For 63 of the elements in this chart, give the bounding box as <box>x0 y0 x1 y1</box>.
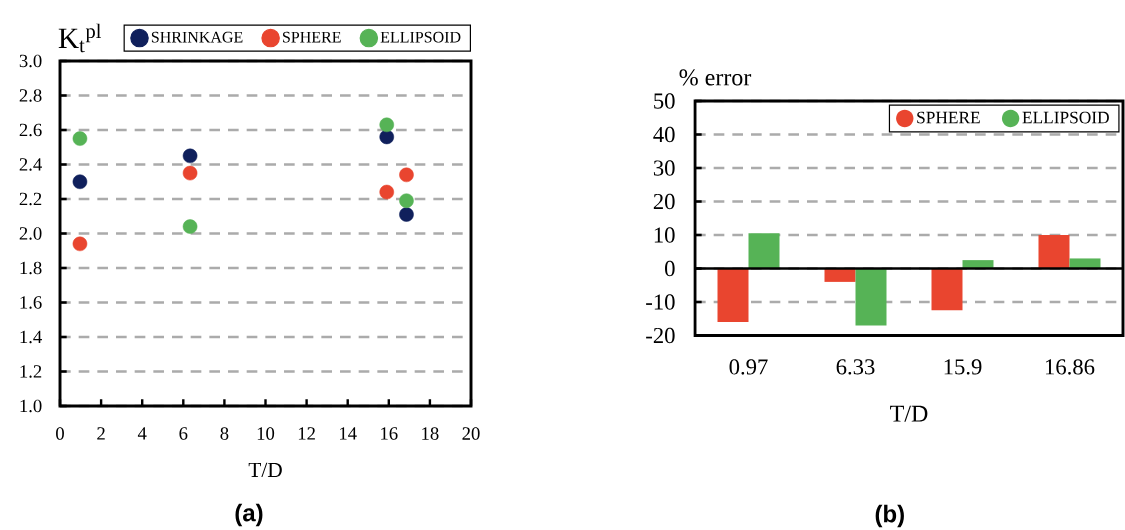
point <box>182 165 198 181</box>
y-tick-label: 2.0 <box>19 227 42 240</box>
legend-label: ELLIPSOID <box>380 31 461 43</box>
x-tick-label: 16 <box>381 427 398 440</box>
point <box>72 131 88 146</box>
x-tick-label: 6.33 <box>836 359 875 375</box>
point <box>182 148 198 164</box>
x-tick-label: 15.9 <box>944 359 982 375</box>
text: (a) <box>235 503 263 527</box>
point <box>399 207 414 222</box>
x-tick-label: 2 <box>97 427 105 440</box>
point <box>399 193 414 208</box>
point <box>379 184 395 200</box>
point <box>399 167 414 183</box>
x-tick-label: 20 <box>462 427 480 440</box>
y-tick-label: 1.8 <box>20 261 42 275</box>
point <box>379 129 395 145</box>
x-axis-title: T/D <box>248 462 282 478</box>
x-tick-label: 0 <box>56 427 64 440</box>
x-tick-label: 4 <box>137 427 147 440</box>
legend-label: ELLIPSOID <box>1022 111 1109 124</box>
bar <box>748 233 780 269</box>
y-tick-label: 40 <box>653 126 675 143</box>
y-axis-title: % error <box>679 69 752 86</box>
y-tick-label: 1.0 <box>20 399 42 413</box>
y-tick-label: 2.6 <box>19 123 42 137</box>
y-tick-label: 50 <box>654 93 675 109</box>
y-tick-label: 1.2 <box>20 365 42 378</box>
y-tick-label: 0 <box>665 260 675 277</box>
y-tick-label: 20 <box>653 193 675 210</box>
point <box>182 219 198 234</box>
x-tick-label: 6 <box>179 427 188 440</box>
legend-label: SHRINKAGE <box>151 31 243 43</box>
bar <box>1069 258 1101 269</box>
text: (b) <box>875 504 904 528</box>
bar <box>717 268 749 323</box>
y-tick-label: -10 <box>646 294 675 310</box>
x-tick-label: 0.97 <box>729 359 768 375</box>
y-tick-label: 2.4 <box>19 158 42 171</box>
x-tick-label: 12 <box>298 427 315 440</box>
y-tick-label: 2.8 <box>19 89 42 102</box>
x-tick-label: 18 <box>422 427 439 440</box>
y-axis-title: K$_{t}$pl <box>58 23 102 53</box>
y-tick-label: 1.4 <box>20 330 42 344</box>
y-tick-label: -20 <box>646 327 675 344</box>
x-axis-title: T/D <box>890 405 928 422</box>
x-tick-label: 16.86 <box>1045 359 1095 375</box>
bar <box>1038 234 1070 269</box>
point <box>379 117 395 133</box>
legend-label: SPHERE <box>917 111 980 124</box>
x-tick-label: 10 <box>257 427 275 440</box>
bar <box>855 268 887 326</box>
point <box>72 236 88 252</box>
x-tick-label: 14 <box>340 427 357 440</box>
y-tick-label: 3.0 <box>19 54 42 68</box>
point <box>72 174 88 190</box>
x-tick-label: 8 <box>220 427 229 440</box>
y-tick-label: 1.6 <box>20 296 42 309</box>
bar <box>931 268 963 311</box>
y-tick-label: 2.2 <box>19 192 42 206</box>
y-tick-label: 10 <box>654 227 675 243</box>
legend-label: SPHERE <box>283 31 341 43</box>
y-tick-label: 30 <box>653 160 675 176</box>
